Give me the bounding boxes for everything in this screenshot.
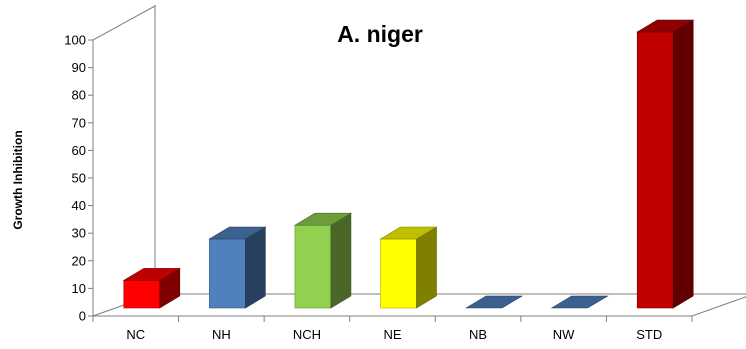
bar bbox=[379, 226, 438, 309]
bar-front-face bbox=[294, 224, 332, 309]
bar-top-face bbox=[550, 295, 609, 309]
x-tick-label: NB bbox=[469, 327, 487, 342]
bar-top-face bbox=[208, 226, 267, 240]
bar-front-face bbox=[209, 238, 246, 309]
bar-top-face bbox=[464, 295, 524, 309]
y-tick-label: 20 bbox=[72, 253, 86, 268]
y-tick-label: 60 bbox=[72, 143, 86, 158]
y-axis-ticks: 0 10 20 30 40 50 60 70 80 90 100 bbox=[64, 33, 93, 324]
bar-top-face bbox=[122, 268, 181, 281]
y-tick-label: 10 bbox=[72, 281, 86, 296]
x-axis-ticks: NC NH NCH NE NB NW STD bbox=[92, 316, 693, 342]
x-tick-label: NH bbox=[212, 327, 231, 342]
x-tick-label: STD bbox=[636, 327, 662, 342]
bar-side-face bbox=[672, 19, 694, 309]
bar-front-face bbox=[380, 238, 417, 309]
y-tick-label: 100 bbox=[64, 33, 86, 48]
bar-top-face bbox=[293, 212, 353, 226]
y-tick-label: 40 bbox=[72, 198, 86, 213]
bar-front-face bbox=[123, 280, 161, 309]
y-tick-label: 50 bbox=[72, 171, 86, 186]
bar bbox=[464, 295, 524, 309]
side-wall-top-edge bbox=[92, 5, 156, 41]
y-tick-label: 80 bbox=[72, 88, 86, 103]
y-tick-label: 30 bbox=[72, 226, 86, 241]
chart-title: A. niger bbox=[337, 21, 423, 47]
x-tick-label: NW bbox=[553, 327, 575, 342]
x-tick-label: NCH bbox=[293, 327, 321, 342]
bar-side-face bbox=[416, 226, 437, 309]
bar-side-face bbox=[245, 226, 266, 309]
y-tick-label: 0 bbox=[79, 309, 86, 324]
bar bbox=[636, 19, 695, 309]
bar bbox=[293, 212, 353, 309]
y-tick-label: 70 bbox=[72, 115, 86, 130]
x-tick-label: NC bbox=[126, 327, 145, 342]
bar-top-face bbox=[379, 226, 438, 240]
bar-side-face bbox=[330, 212, 352, 309]
bars bbox=[122, 19, 695, 309]
bar bbox=[208, 226, 267, 309]
x-tick-label: NE bbox=[383, 327, 401, 342]
y-tick-label: 90 bbox=[72, 60, 86, 75]
bar-front-face bbox=[636, 31, 674, 309]
bar bbox=[122, 267, 181, 309]
y-axis-label: Growth Inhibition bbox=[11, 130, 25, 229]
bar bbox=[550, 295, 609, 309]
bar-top-face bbox=[636, 19, 695, 33]
